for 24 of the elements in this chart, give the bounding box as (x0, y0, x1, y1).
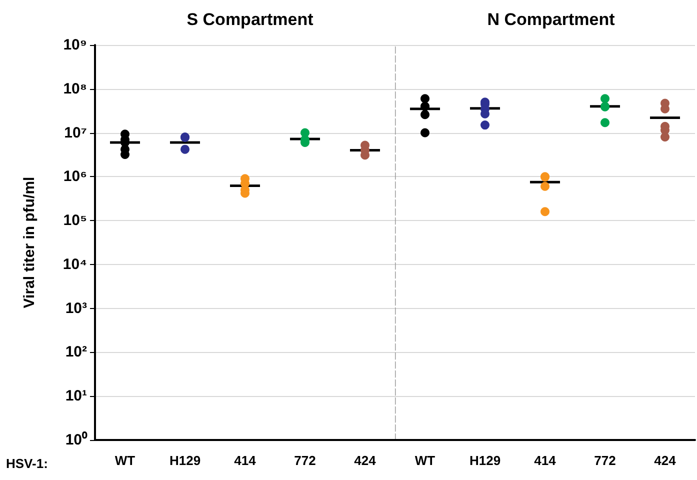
y-tick-label: 10⁸ (63, 80, 87, 98)
y-tick-label: 10⁵ (63, 212, 87, 230)
x-tick-label: 424 (354, 453, 377, 468)
x-tick-label: 772 (594, 453, 616, 468)
text: HSV-1: (6, 456, 48, 471)
x-tick-label: 772 (294, 453, 316, 468)
y-axis-title: Viral titer in pfu/ml (21, 176, 38, 308)
x-tick-label: H129 (169, 453, 201, 468)
y-tick-label: 10³ (65, 300, 87, 317)
x-tick-label: 414 (234, 453, 257, 468)
y-tick-label: 10⁶ (63, 168, 87, 186)
chart-title: S Compartment (186, 10, 314, 29)
y-tick-label: 10⁴ (62, 256, 87, 273)
y-tick-label: 10² (65, 344, 87, 361)
x-tick-label: 424 (654, 453, 677, 468)
chart-title: N Compartment (487, 10, 616, 29)
y-tick-label: 10⁰ (65, 430, 88, 448)
x-tick-label: WT (414, 453, 436, 468)
y-tick-label: 10¹ (65, 388, 87, 405)
x-tick-label: 414 (534, 453, 557, 468)
y-tick-label: 10⁷ (64, 124, 87, 142)
x-tick-label: H129 (469, 453, 501, 468)
y-tick-label: 10⁹ (63, 36, 87, 54)
x-tick-label: WT (114, 453, 136, 468)
